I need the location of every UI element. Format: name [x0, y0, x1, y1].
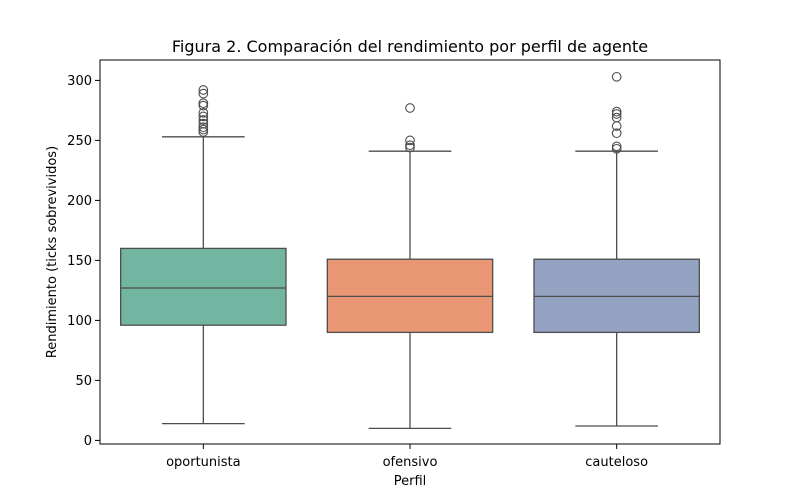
x-tick-label-ofensivo: ofensivo [383, 455, 438, 470]
chart-title: Figura 2. Comparación del rendimiento po… [172, 37, 648, 56]
outlier-point-cauteloso-2 [611, 128, 622, 139]
y-tick-label-3: 150 [67, 254, 92, 269]
outlier-point-cauteloso-6 [611, 106, 622, 117]
outlier-point-oportunista-1 [198, 124, 209, 135]
outlier-point-oportunista-7 [198, 100, 209, 111]
x-tick-label-cauteloso: cauteloso [585, 455, 648, 470]
outlier-point-cauteloso-4 [611, 112, 622, 123]
y-tick-label-2: 100 [67, 314, 92, 329]
y-axis-label: Rendimiento (ticks sobrevividos) [45, 146, 60, 358]
outlier-point-ofensivo-0 [405, 142, 415, 153]
x-axis-label: Perfil [394, 474, 427, 489]
outlier-point-ofensivo-2 [405, 135, 415, 146]
outlier-point-oportunista-4 [198, 115, 209, 125]
outlier-point-cauteloso-0 [611, 143, 622, 154]
x-tick-label-oportunista: oportunista [166, 455, 241, 470]
y-tick-label-4: 200 [67, 194, 92, 209]
outlier-point-cauteloso-7 [611, 71, 622, 82]
outlier-point-oportunista-9 [198, 88, 209, 99]
outlier-point-cauteloso-5 [611, 109, 622, 119]
y-tick-label-0: 0 [84, 434, 92, 449]
outlier-point-oportunista-5 [198, 111, 209, 122]
outlier-point-ofensivo-3 [405, 103, 415, 113]
outlier-point-oportunista-8 [198, 98, 209, 109]
outlier-point-cauteloso-1 [611, 141, 622, 152]
y-tick-label-1: 50 [75, 374, 92, 389]
outlier-point-ofensivo-1 [405, 140, 415, 151]
plot-area [120, 71, 700, 430]
box-oportunista [120, 247, 287, 326]
outlier-point-oportunista-3 [198, 118, 209, 129]
outlier-point-oportunista-6 [198, 107, 209, 118]
outlier-point-oportunista-10 [198, 85, 209, 95]
outlier-point-oportunista-2 [198, 122, 209, 133]
y-tick-label-5: 250 [67, 134, 92, 149]
y-tick-label-6: 300 [67, 74, 92, 89]
